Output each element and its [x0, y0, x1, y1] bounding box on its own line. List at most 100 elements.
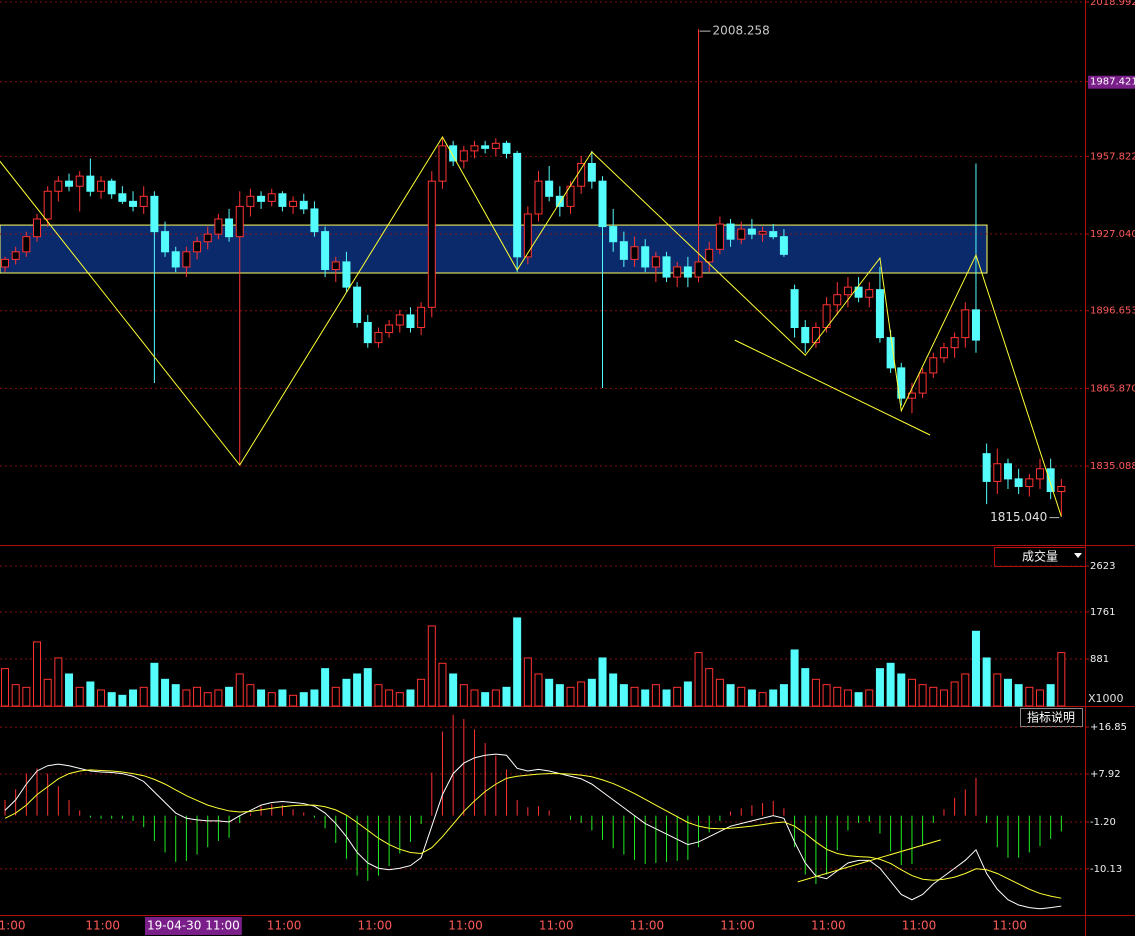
candle-body: [726, 223, 735, 240]
candle-body: [1014, 478, 1023, 487]
x-tick-label: 11:00: [267, 919, 302, 933]
candle-body: [683, 266, 692, 278]
candle-body: [86, 175, 95, 192]
candle-body: [662, 256, 671, 278]
x-tick-label: 11:00: [358, 919, 393, 933]
volume-bar: [971, 630, 980, 707]
volume-bar: [417, 678, 426, 707]
candle-body: [257, 195, 266, 202]
volume-bar: [897, 673, 906, 707]
volume-bar: [86, 681, 95, 707]
candle-body: [865, 289, 874, 298]
volume-bar: [214, 689, 223, 707]
candle-body: [321, 231, 330, 270]
volume-bar: [427, 625, 436, 707]
volume-bar: [65, 673, 74, 707]
y-tick-label: -1.20: [1090, 817, 1116, 828]
volume-bar: [577, 681, 586, 707]
volume-bar: [161, 678, 170, 707]
volume-bar: [171, 684, 180, 707]
volume-bar: [513, 617, 522, 707]
volume-bar: [353, 673, 362, 707]
price-zone: [0, 224, 988, 274]
volume-bar: [150, 662, 159, 707]
x-date-marker: [144, 917, 242, 935]
zigzag-line: [0, 136, 1062, 517]
candle-body: [310, 208, 319, 233]
y-tick-label: 2018.992: [1090, 0, 1135, 8]
candle-body: [619, 241, 628, 260]
candle-body: [214, 218, 223, 235]
dropdown-arrow[interactable]: [1074, 553, 1082, 558]
candle-body: [1057, 485, 1066, 493]
macd-trend-line: [797, 839, 941, 883]
candle-body: [1, 258, 9, 268]
volume-bar: [843, 689, 852, 707]
trend-line: [734, 339, 931, 436]
x-tick-label: 19-04-30 11:00: [147, 919, 240, 933]
volume-bar: [406, 689, 415, 707]
candle-body: [737, 228, 746, 240]
volume-bar: [587, 678, 596, 707]
volume-bar: [118, 694, 127, 707]
y-tick-label: 1896.653: [1090, 306, 1135, 317]
volume-bar: [182, 689, 191, 707]
volume-bar: [289, 694, 298, 707]
volume-bar: [630, 686, 639, 707]
volume-bar: [545, 678, 554, 707]
volume-bar: [139, 686, 148, 707]
candle-body: [427, 180, 436, 308]
volume-bar: [257, 689, 266, 707]
candle-body: [331, 261, 340, 270]
candle-body: [299, 200, 308, 210]
candle-body: [374, 332, 383, 344]
volume-bar: [193, 686, 202, 707]
candle-body: [481, 145, 490, 149]
volume-bar: [1025, 686, 1034, 707]
candle-body: [225, 218, 234, 238]
indicator-help-button[interactable]: [1020, 708, 1083, 727]
x-tick-label: 11:00: [448, 919, 483, 933]
volume-bar: [203, 692, 212, 707]
volume-unit: X1000: [1088, 692, 1124, 705]
candle-body: [395, 314, 404, 326]
volume-bar: [342, 678, 351, 707]
volume-bar: [982, 657, 991, 707]
volume-bar: [907, 678, 916, 707]
volume-bar: [374, 684, 383, 707]
x-tick-label: 1:00: [0, 919, 25, 933]
candle-body: [203, 233, 212, 243]
x-tick-label: 11:00: [902, 919, 937, 933]
volume-bar: [726, 684, 735, 707]
volume-bar: [801, 668, 810, 707]
dropdown-label[interactable]: 成交量: [1022, 549, 1058, 564]
help-button-label[interactable]: 指标说明: [1027, 710, 1075, 725]
max-price-label: 2008.258: [713, 24, 770, 38]
candle-body: [694, 261, 703, 278]
candle-body: [129, 200, 138, 207]
x-tick-label: 11:00: [992, 919, 1027, 933]
x-tick-label: 11:00: [539, 919, 574, 933]
candle-body: [971, 309, 980, 341]
volume-bar: [961, 673, 970, 707]
candle-body: [843, 286, 852, 296]
volume-bar: [619, 684, 628, 707]
candle-body: [363, 321, 372, 344]
volume-bar: [129, 689, 138, 707]
y-tick-label: +16.85: [1090, 722, 1127, 733]
volume-bar: [598, 657, 607, 707]
candle-body: [139, 195, 148, 207]
candle-body: [673, 266, 682, 278]
volume-bar: [790, 649, 799, 707]
volume-bar: [33, 641, 42, 707]
candle-body: [246, 195, 255, 207]
volume-bar: [875, 668, 884, 707]
y-tick-label: 1987.421: [1090, 77, 1135, 88]
candle-body: [513, 152, 522, 258]
candle-body: [523, 213, 532, 258]
volume-bar: [11, 684, 20, 707]
volume-bar: [779, 684, 788, 707]
candle-body: [1003, 463, 1012, 480]
candle-body: [75, 175, 84, 187]
